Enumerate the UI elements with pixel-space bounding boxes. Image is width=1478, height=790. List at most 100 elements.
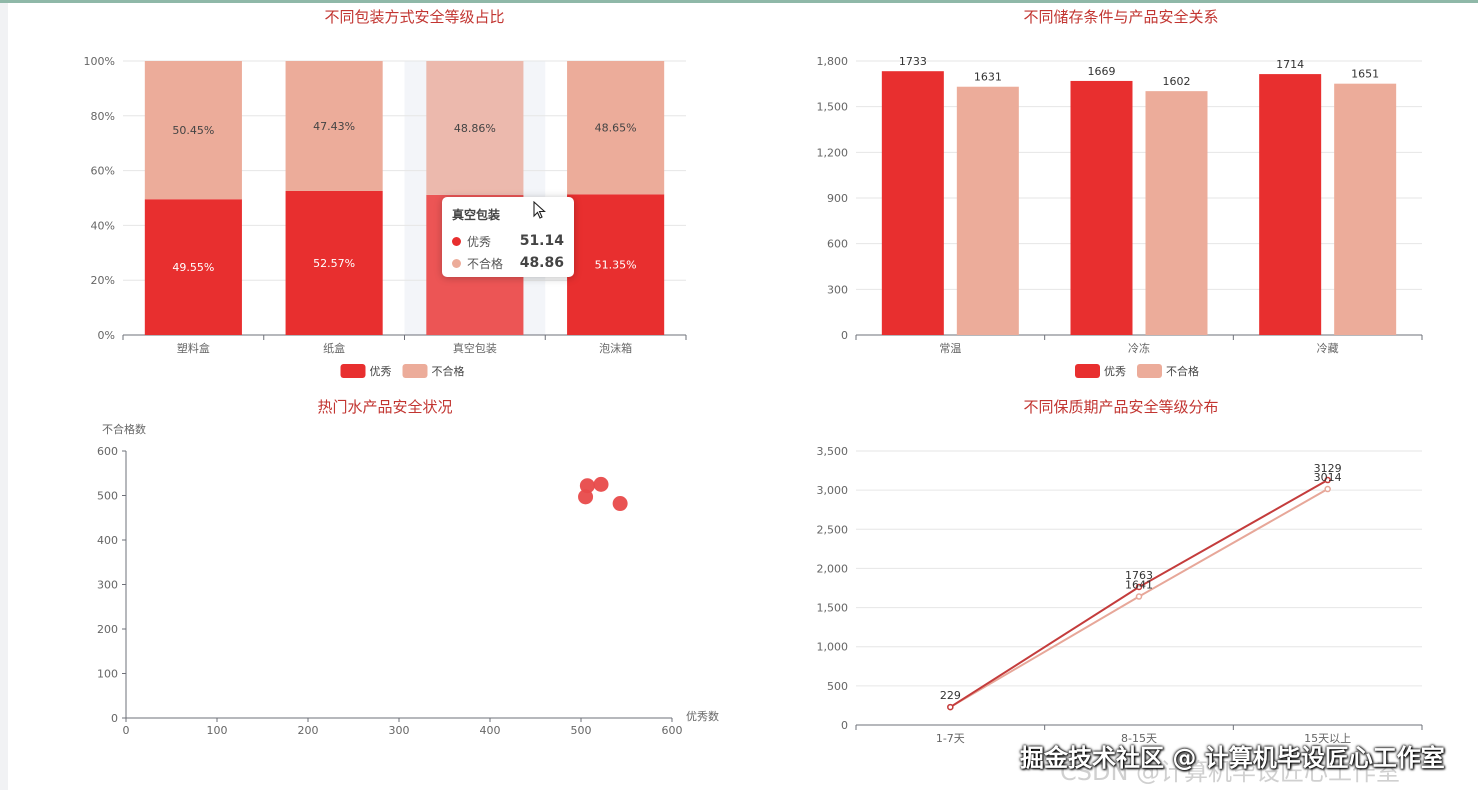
bar-value-label: 1602 bbox=[1163, 75, 1191, 88]
y-tick-label: 100 bbox=[97, 668, 118, 681]
y-tick-label: 1,800 bbox=[817, 55, 849, 68]
x-tick-label: 1-7天 bbox=[936, 732, 965, 745]
scatter-point-0 bbox=[578, 489, 594, 505]
y-tick-label: 0 bbox=[111, 712, 118, 725]
bar-不合格-塑料盒 bbox=[144, 61, 242, 200]
y-tick-label: 300 bbox=[827, 283, 848, 296]
bar-不合格-常温 bbox=[956, 86, 1019, 335]
y-tick-label: 1,200 bbox=[817, 146, 849, 159]
y-tick-label: 400 bbox=[97, 534, 118, 547]
bar-label: 52.57% bbox=[313, 257, 355, 270]
tooltip-title: 真空包装 bbox=[452, 208, 501, 222]
legend-label: 不合格 bbox=[432, 364, 465, 378]
y-tick-label: 0% bbox=[98, 329, 115, 342]
y-axis-name: 不合格数 bbox=[102, 422, 146, 436]
bar-label: 48.65% bbox=[595, 122, 637, 135]
x-tick-label: 500 bbox=[571, 724, 592, 737]
chart-title-2: 热门水产品安全状况 bbox=[317, 398, 452, 416]
line-value-label: 3014 bbox=[1314, 471, 1342, 484]
bar-不合格-冷藏 bbox=[1334, 83, 1397, 335]
line-value-label: 1641 bbox=[1125, 579, 1153, 592]
y-tick-label: 0 bbox=[841, 719, 848, 732]
x-tick-label: 8-15天 bbox=[1121, 732, 1157, 745]
bar-不合格-泡沫箱 bbox=[567, 61, 665, 195]
y-tick-label: 200 bbox=[97, 623, 118, 636]
y-tick-label: 100% bbox=[84, 55, 115, 68]
line-value-label: 3129 bbox=[1314, 462, 1342, 475]
y-tick-label: 1,500 bbox=[817, 602, 849, 615]
x-tick-label: 600 bbox=[662, 724, 683, 737]
line-point bbox=[1324, 476, 1331, 484]
x-tick-label: 纸盒 bbox=[323, 341, 345, 355]
tooltip-dot-excellent bbox=[452, 236, 461, 246]
mouse-cursor-icon bbox=[533, 201, 546, 219]
y-tick-label: 300 bbox=[97, 579, 118, 592]
scatter-point-3 bbox=[612, 496, 628, 512]
x-tick-label: 100 bbox=[207, 724, 228, 737]
tooltip-dot-unqualified bbox=[452, 258, 461, 268]
bar-value-label: 1733 bbox=[899, 55, 927, 68]
x-axis-name: 优秀数 bbox=[686, 710, 719, 723]
y-tick-label: 500 bbox=[827, 680, 848, 693]
bar-label: 50.45% bbox=[172, 124, 214, 137]
chart-title-1: 不同储存条件与产品安全关系 bbox=[1023, 8, 1218, 26]
y-tick-label: 600 bbox=[97, 445, 118, 458]
legend-swatch bbox=[1137, 364, 1162, 378]
x-tick-label: 泡沫箱 bbox=[599, 341, 632, 355]
legend-1: 优秀 不合格 bbox=[1075, 364, 1199, 378]
y-tick-label: 0 bbox=[841, 329, 848, 342]
y-tick-label: 2,000 bbox=[817, 562, 849, 575]
line-point bbox=[947, 703, 954, 711]
line-point bbox=[1324, 485, 1331, 493]
chart-title-3: 不同保质期产品安全等级分布 bbox=[1023, 398, 1218, 416]
bar-优秀-冷冻 bbox=[1070, 80, 1133, 336]
bar-优秀-冷藏 bbox=[1259, 74, 1322, 335]
x-tick-label: 15天以上 bbox=[1304, 732, 1351, 745]
legend-swatch bbox=[340, 364, 366, 378]
bar-优秀-泡沫箱 bbox=[567, 194, 665, 335]
y-tick-label: 20% bbox=[91, 274, 115, 287]
x-tick-label: 300 bbox=[389, 724, 410, 737]
y-tick-label: 80% bbox=[91, 110, 115, 123]
bar-value-label: 1651 bbox=[1351, 68, 1379, 81]
x-tick-label: 真空包装 bbox=[453, 341, 497, 355]
scatter-point-1 bbox=[579, 478, 595, 494]
bar-label: 49.55% bbox=[172, 261, 214, 274]
bar-不合格-真空包装 bbox=[426, 61, 524, 195]
chart-title-0: 不同包装方式安全等级占比 bbox=[324, 8, 504, 26]
scatter-point-2 bbox=[593, 476, 609, 492]
scatter-axes: 0 100 200 300 400 500 6000100200300400500600优秀… bbox=[97, 422, 719, 737]
x-axis-3: 1-7天 8-15天 15天以上 bbox=[855, 724, 1423, 745]
x-axis-0: 塑料盒 纸盒 真空包装 泡沫箱 bbox=[122, 334, 687, 355]
tooltip-row-unqualified: 不合格 48.86 bbox=[452, 252, 564, 274]
tooltip-name-excellent: 优秀 bbox=[467, 234, 492, 249]
x-tick-label: 冷冻 bbox=[1128, 341, 1150, 355]
x-tick-label: 400 bbox=[480, 724, 501, 737]
bar-label: 47.43% bbox=[313, 120, 355, 133]
bar-优秀-塑料盒 bbox=[144, 199, 242, 335]
line-point bbox=[1135, 583, 1143, 591]
bar-value-label: 1669 bbox=[1088, 65, 1116, 78]
x-tick-label: 0 bbox=[123, 724, 130, 737]
bar-不合格-纸盒 bbox=[285, 61, 383, 191]
y-tick-label: 60% bbox=[91, 165, 115, 178]
y-axis-1: 0 300 600 900 1,200 1,500 1,800 bbox=[817, 55, 1422, 342]
y-tick-label: 40% bbox=[91, 219, 115, 232]
y-axis-3: 0 500 1,000 1,500 2,000 2,500 3,000 3,500 bbox=[817, 445, 1422, 732]
legend-label: 不合格 bbox=[1166, 364, 1199, 378]
y-tick-label: 900 bbox=[827, 192, 848, 205]
tooltip-value-excellent: 51.14 bbox=[519, 233, 564, 249]
line-point bbox=[1135, 593, 1143, 600]
top-border bbox=[0, 0, 1478, 3]
x-tick-label: 常温 bbox=[939, 342, 961, 355]
legend-0: 优秀 不合格 bbox=[340, 364, 465, 378]
bar-优秀-纸盒 bbox=[285, 190, 383, 335]
x-tick-label: 200 bbox=[298, 724, 319, 737]
watermark-background: CSDN @计算机毕设匠心工作室 bbox=[1060, 758, 1401, 786]
legend-label: 优秀 bbox=[1104, 365, 1126, 378]
bar-label: 48.86% bbox=[454, 122, 496, 135]
x-tick-label: 冷藏 bbox=[1317, 342, 1339, 355]
y-tick-label: 1,500 bbox=[817, 101, 849, 114]
bar-不合格-冷冻 bbox=[1145, 91, 1208, 335]
